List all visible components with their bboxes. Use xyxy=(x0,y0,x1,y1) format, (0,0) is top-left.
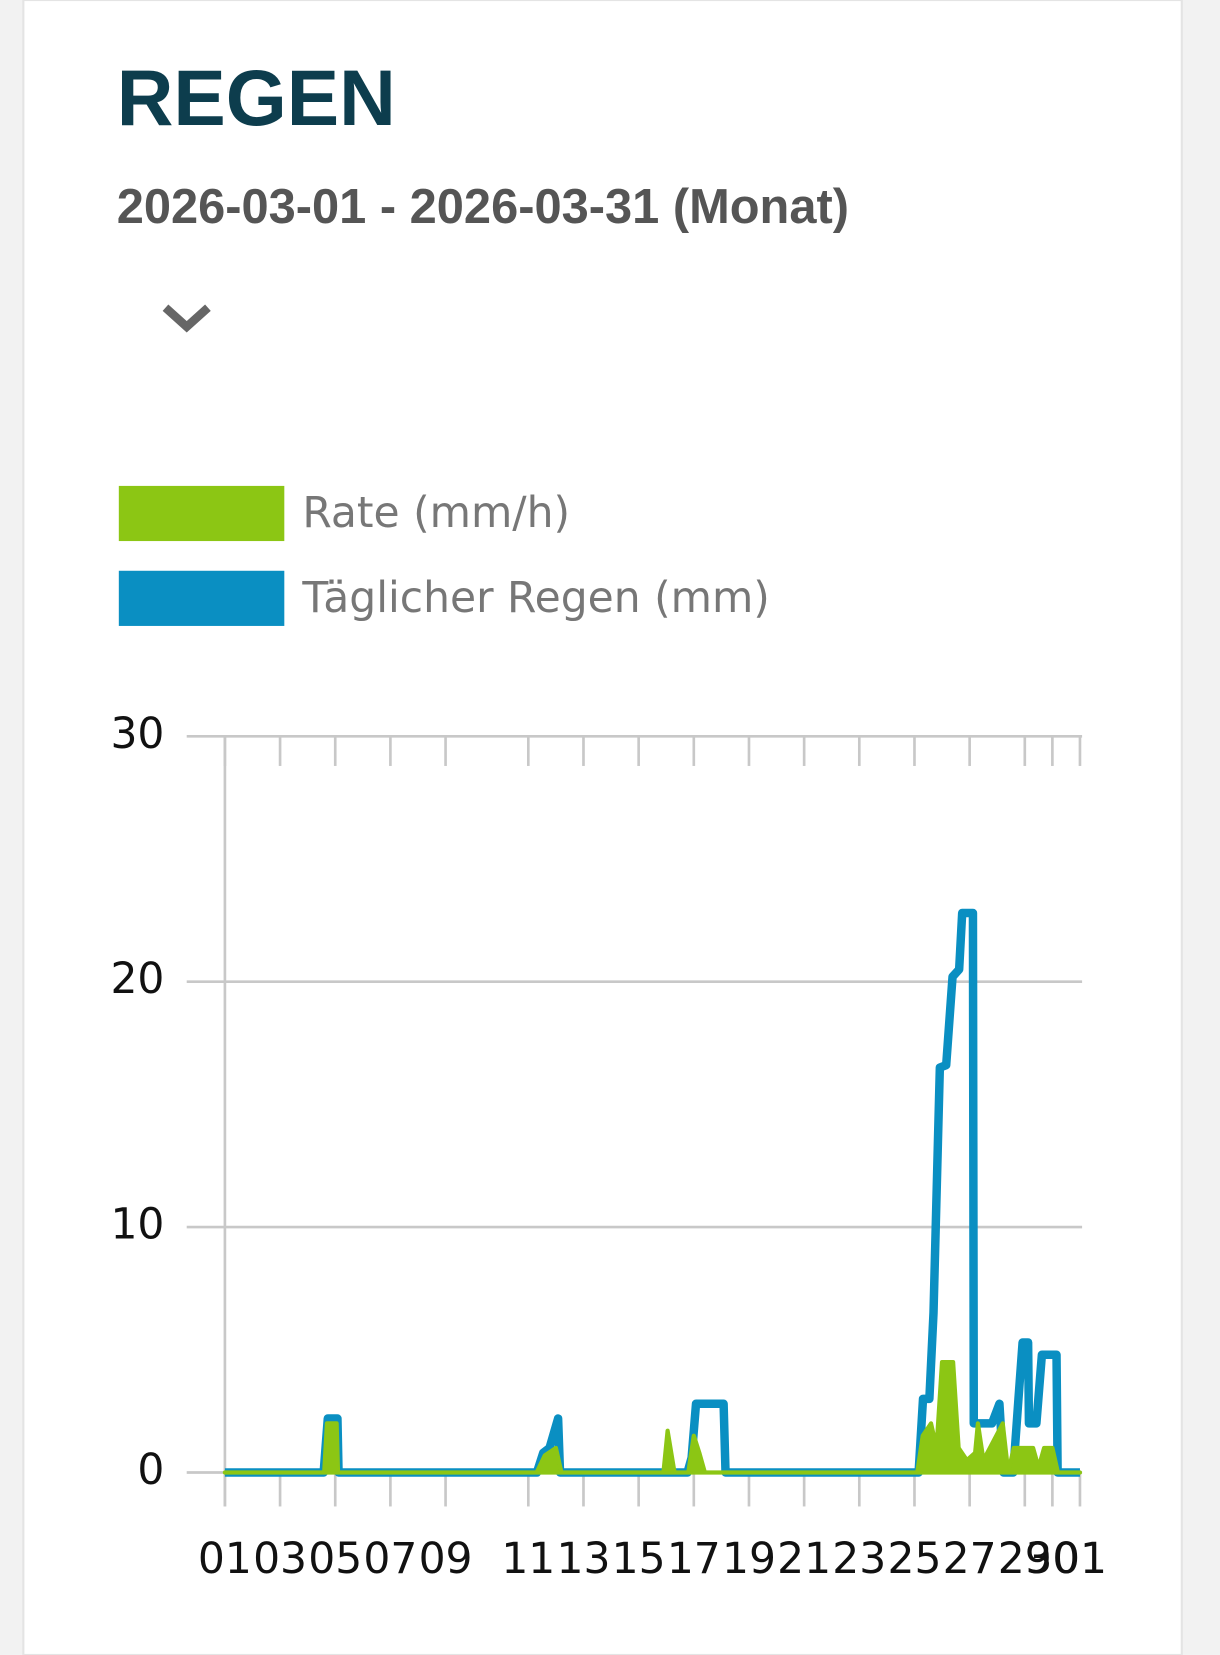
x-tick-label: 11 xyxy=(501,1535,555,1584)
x-tick-label: 25 xyxy=(887,1535,941,1584)
plot: Rate (mm/h)Täglicher Regen (mm)010203001… xyxy=(110,485,1107,1584)
x-tick-label: 03 xyxy=(253,1535,307,1584)
chart-title: REGEN xyxy=(117,54,396,142)
legend-label: Täglicher Regen (mm) xyxy=(301,574,770,623)
x-tick-label: 09 xyxy=(419,1535,473,1584)
x-tick-label: 17 xyxy=(667,1535,721,1584)
y-tick-label: 30 xyxy=(110,710,164,759)
legend-label: Rate (mm/h) xyxy=(302,489,570,538)
chart-subtitle: 2026-03-01 - 2026-03-31 (Monat) xyxy=(117,180,849,234)
x-tick-label: 07 xyxy=(363,1535,417,1584)
x-tick-label: 01 xyxy=(1053,1535,1107,1584)
x-tick-label: 15 xyxy=(612,1535,666,1584)
card xyxy=(22,0,1183,1655)
y-tick-label: 10 xyxy=(110,1201,164,1250)
x-tick-label: 05 xyxy=(308,1535,362,1584)
x-tick-label: 23 xyxy=(832,1535,886,1584)
x-tick-label: 19 xyxy=(722,1535,776,1584)
x-tick-label: 13 xyxy=(556,1535,610,1584)
x-tick-label: 21 xyxy=(777,1535,831,1584)
y-tick-label: 0 xyxy=(137,1446,164,1495)
x-tick-label: 30 xyxy=(1025,1535,1079,1584)
rate-area xyxy=(222,1359,1083,1475)
legend-swatch xyxy=(118,485,285,542)
x-tick-label: 27 xyxy=(943,1535,997,1584)
legend-swatch xyxy=(118,570,285,626)
x-tick-label: 29 xyxy=(998,1535,1052,1584)
x-tick-label: 01 xyxy=(198,1535,252,1584)
y-tick-label: 20 xyxy=(110,955,164,1004)
dropdown-chevron[interactable] xyxy=(162,304,211,333)
rain-line xyxy=(224,908,1080,1477)
